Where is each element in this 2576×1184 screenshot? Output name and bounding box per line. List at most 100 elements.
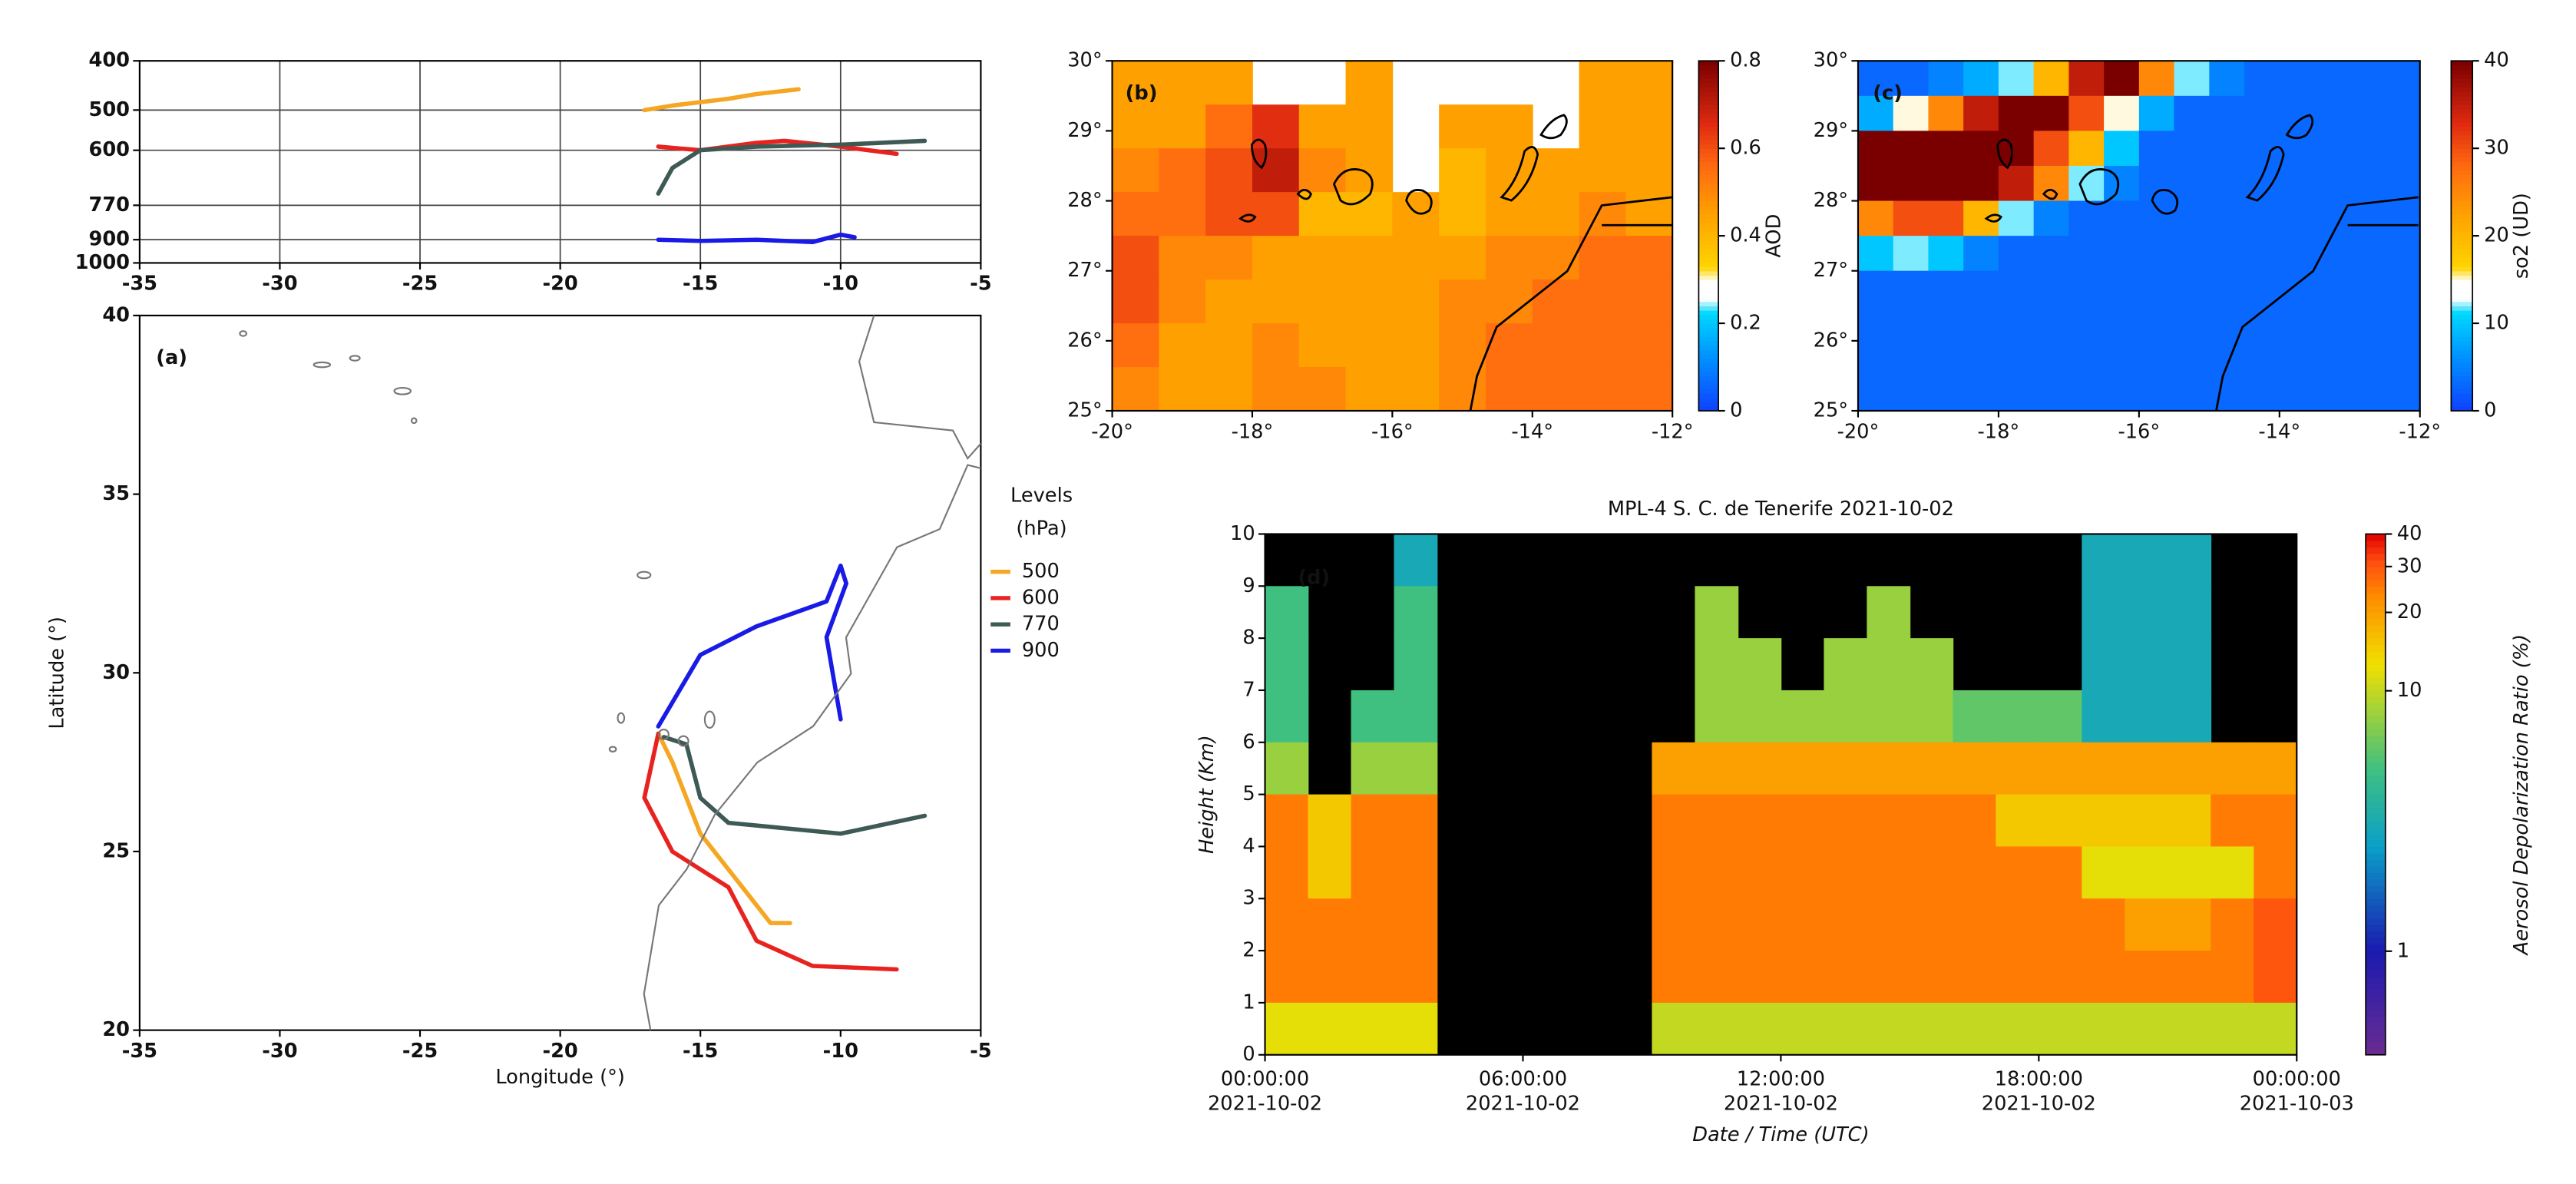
- heatmap-cell: [2384, 61, 2421, 97]
- heatmap-cell: [1532, 236, 1580, 280]
- heatmap-cell: [1625, 104, 1674, 150]
- heatmap-cell: [1351, 794, 1395, 848]
- heatmap-cell: [1996, 1002, 2040, 1056]
- y-tick-label: 28°: [1067, 189, 1102, 212]
- heatmap-cell: [2168, 1002, 2212, 1056]
- heatmap-cell: [2138, 306, 2175, 342]
- heatmap-cell: [2279, 340, 2316, 377]
- colorbar-segment: [2451, 61, 2473, 66]
- colorbar-segment: [2366, 911, 2386, 919]
- colorbar-segment: [1698, 209, 1719, 215]
- heatmap-cell: [1893, 236, 1930, 272]
- heatmap-cell: [1953, 742, 1997, 795]
- panel-label: (a): [156, 346, 187, 369]
- heatmap-cell: [1928, 236, 1965, 272]
- heatmap-cell: [2209, 340, 2245, 377]
- heatmap-cell: [1652, 1002, 1696, 1056]
- heatmap-cell: [1394, 1002, 1438, 1056]
- colorbar-segment: [2451, 179, 2473, 184]
- heatmap-cell: [1205, 148, 1253, 193]
- colorbar-segment: [2366, 944, 2386, 951]
- heatmap-cell: [1857, 95, 1894, 132]
- heatmap-cell: [1996, 846, 2040, 900]
- heatmap-cell: [1298, 148, 1347, 193]
- colorbar-segment: [2366, 781, 2386, 789]
- x-tick-label: -10: [823, 273, 858, 296]
- colorbar-segment: [1698, 367, 1719, 372]
- heatmap-cell: [1159, 192, 1207, 236]
- heatmap-cell: [1996, 742, 2040, 795]
- heatmap-cell: [2068, 95, 2105, 132]
- heatmap-cell: [1781, 742, 1825, 795]
- heatmap-cell: [1439, 279, 1486, 324]
- colorbar-segment: [1698, 69, 1719, 74]
- colorbar-segment: [2451, 104, 2473, 110]
- y-tick-label: 1000: [75, 251, 130, 274]
- heatmap-cell: [2168, 534, 2212, 587]
- heatmap-cell: [2314, 95, 2351, 132]
- island: [617, 712, 626, 724]
- heatmap-cell: [2384, 165, 2421, 202]
- heatmap-cell: [1579, 279, 1627, 324]
- heatmap-cell: [1205, 61, 1253, 106]
- island: [410, 417, 418, 425]
- colorbar-segment: [1698, 192, 1719, 197]
- legend-title: (hPa): [1016, 518, 1066, 541]
- heatmap-cell: [1928, 61, 1965, 97]
- colorbar-segment: [1698, 240, 1719, 246]
- colorbar-segment: [2366, 560, 2386, 567]
- colorbar-segment: [1698, 345, 1719, 350]
- x-tick-label: -20°: [1837, 420, 1880, 443]
- colorbar-segment: [1698, 183, 1719, 189]
- heatmap-cell: [1112, 104, 1160, 150]
- trajectory: [661, 735, 928, 836]
- colorbar-segment: [2451, 345, 2473, 350]
- colorbar-segment: [2451, 283, 2473, 289]
- colorbar-segment: [2366, 644, 2386, 652]
- colorbar-segment: [2451, 144, 2473, 149]
- colorbar-segment: [1698, 161, 1719, 167]
- colorbar-segment: [1698, 113, 1719, 118]
- heatmap-cell: [1695, 586, 1739, 639]
- heatmap-cell: [1345, 236, 1394, 280]
- heatmap-cell: [2384, 270, 2421, 307]
- heatmap-cell: [1963, 236, 1999, 272]
- heatmap-cell: [2082, 742, 2126, 795]
- x-tick-label: -18°: [1232, 420, 1274, 443]
- y-tick-label: 4: [1242, 835, 1255, 858]
- x-tick-label: -35: [122, 273, 157, 296]
- plot-frame: [1111, 60, 1674, 412]
- colorbar-segment: [2451, 371, 2473, 377]
- trajectory: [642, 731, 899, 972]
- colorbar-segment: [2451, 231, 2473, 236]
- heatmap-cell: [1579, 104, 1627, 150]
- colorbar-tick-label: 0: [2484, 399, 2496, 422]
- colorbar-segment: [2451, 275, 2473, 280]
- heatmap-cell: [1394, 534, 1438, 587]
- colorbar-tick-label: 10: [2397, 679, 2422, 702]
- colorbar-segment: [2366, 1002, 2386, 1010]
- colorbar-segment: [2366, 566, 2386, 574]
- heatmap-cell: [2349, 236, 2386, 272]
- heatmap-cell: [2039, 794, 2083, 848]
- x-tick-label: 06:00:00: [1479, 1067, 1567, 1090]
- colorbar-segment: [2451, 327, 2473, 333]
- heatmap-cell: [1394, 586, 1438, 639]
- island: [1500, 146, 1539, 202]
- heatmap-cell: [1392, 279, 1440, 324]
- heatmap-cell: [2209, 165, 2245, 202]
- heatmap-cell: [2384, 131, 2421, 167]
- island: [349, 355, 361, 362]
- colorbar-segment: [2366, 983, 2386, 991]
- heatmap-cell: [2314, 131, 2351, 167]
- heatmap-cell: [2068, 200, 2105, 236]
- x-tick-label: -25: [402, 273, 438, 296]
- heatmap-cell: [1252, 104, 1300, 150]
- heatmap-cell: [2068, 236, 2105, 272]
- colorbar-segment: [2451, 218, 2473, 223]
- heatmap-cell: [2349, 165, 2386, 202]
- colorbar-segment: [2366, 794, 2386, 802]
- colorbar-segment: [1698, 218, 1719, 223]
- x-tick-label: -5: [970, 1040, 992, 1063]
- heatmap-cell: [2138, 200, 2175, 236]
